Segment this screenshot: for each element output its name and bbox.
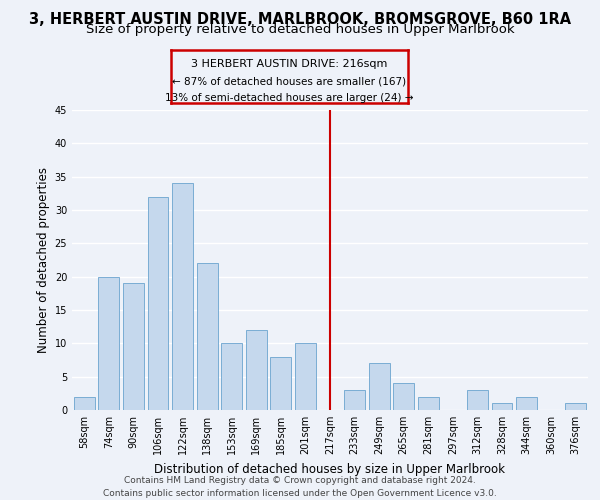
- Bar: [565, 404, 586, 410]
- Bar: [271, 356, 292, 410]
- Text: 13% of semi-detached houses are larger (24) →: 13% of semi-detached houses are larger (…: [165, 93, 414, 103]
- Text: ← 87% of detached houses are smaller (167): ← 87% of detached houses are smaller (16…: [172, 76, 407, 86]
- Bar: [197, 264, 218, 410]
- Y-axis label: Number of detached properties: Number of detached properties: [37, 167, 50, 353]
- Bar: [368, 364, 389, 410]
- Bar: [123, 284, 144, 410]
- Bar: [98, 276, 119, 410]
- Bar: [344, 390, 365, 410]
- Text: Size of property relative to detached houses in Upper Marlbrook: Size of property relative to detached ho…: [86, 22, 514, 36]
- Bar: [491, 404, 512, 410]
- Bar: [418, 396, 439, 410]
- Bar: [516, 396, 537, 410]
- Text: Contains HM Land Registry data © Crown copyright and database right 2024.
Contai: Contains HM Land Registry data © Crown c…: [103, 476, 497, 498]
- Bar: [74, 396, 95, 410]
- Text: 3, HERBERT AUSTIN DRIVE, MARLBROOK, BROMSGROVE, B60 1RA: 3, HERBERT AUSTIN DRIVE, MARLBROOK, BROM…: [29, 12, 571, 28]
- Bar: [246, 330, 267, 410]
- Bar: [295, 344, 316, 410]
- Text: 3 HERBERT AUSTIN DRIVE: 216sqm: 3 HERBERT AUSTIN DRIVE: 216sqm: [191, 60, 388, 70]
- Bar: [393, 384, 414, 410]
- X-axis label: Distribution of detached houses by size in Upper Marlbrook: Distribution of detached houses by size …: [155, 462, 505, 475]
- Bar: [221, 344, 242, 410]
- Bar: [172, 184, 193, 410]
- Bar: [467, 390, 488, 410]
- Bar: [148, 196, 169, 410]
